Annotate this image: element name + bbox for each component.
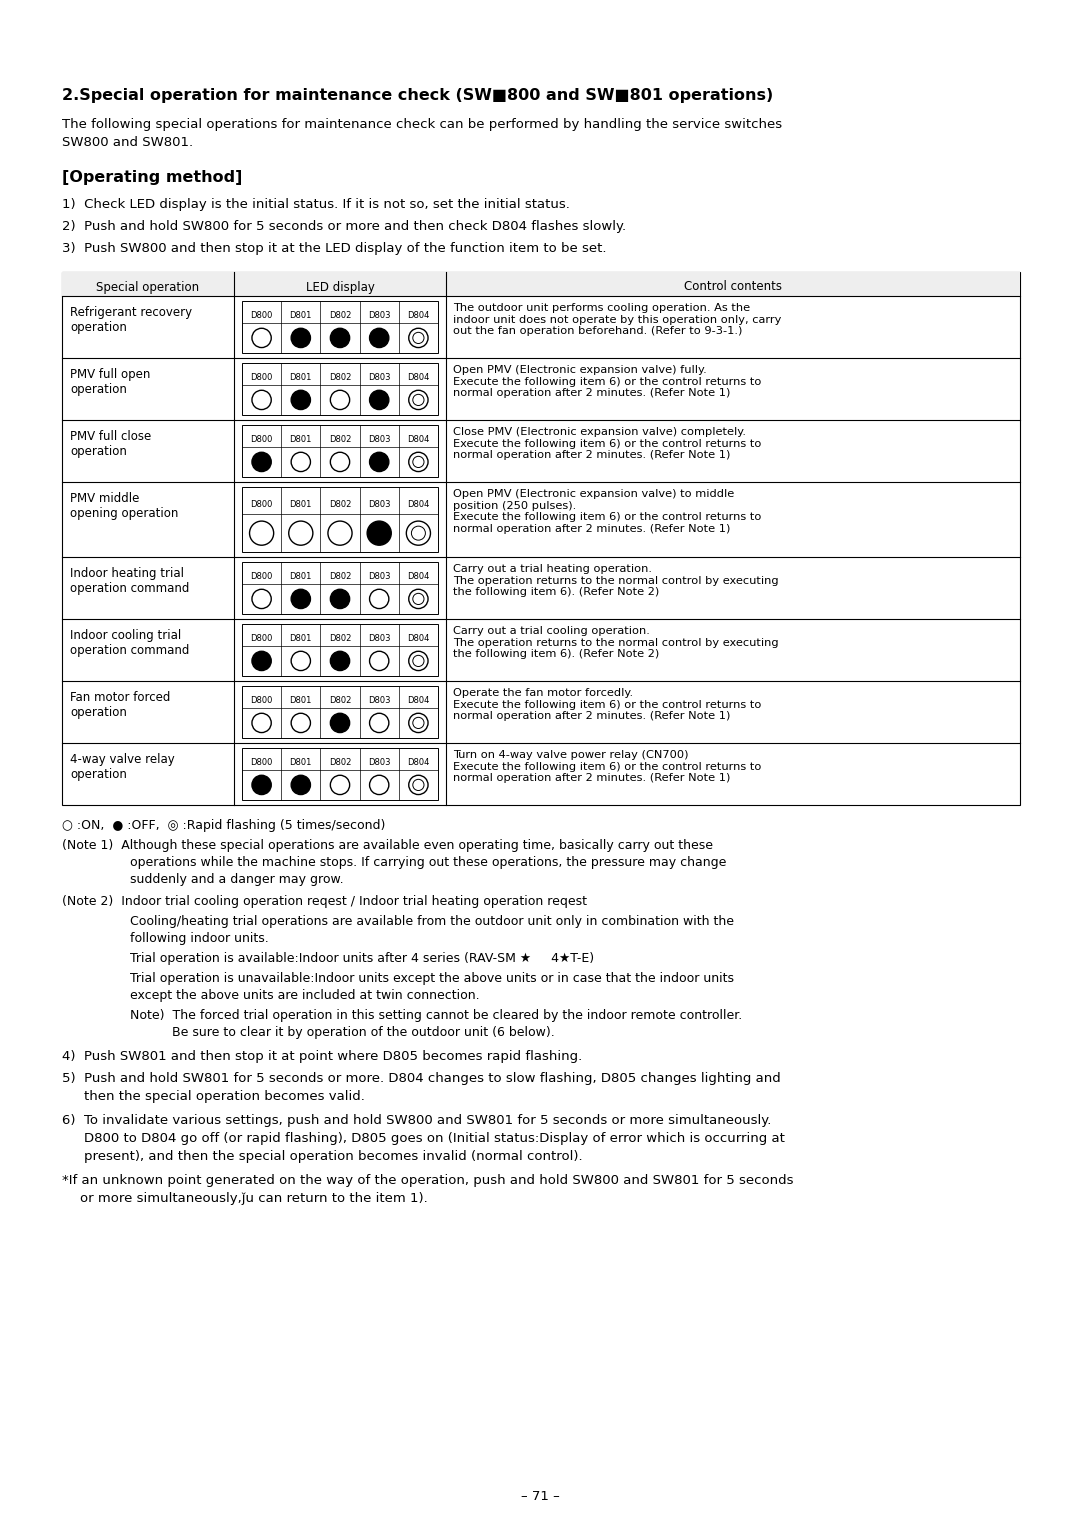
Bar bbox=[242, 487, 438, 551]
Text: PMV full close
operation: PMV full close operation bbox=[70, 431, 151, 458]
Text: D800: D800 bbox=[251, 759, 273, 768]
Circle shape bbox=[406, 521, 431, 545]
Circle shape bbox=[413, 779, 424, 791]
Text: D803: D803 bbox=[368, 312, 391, 321]
Text: D804: D804 bbox=[407, 374, 430, 382]
Text: Be sure to clear it by operation of the outdoor unit (6 below).: Be sure to clear it by operation of the … bbox=[172, 1026, 555, 1038]
Bar bbox=[242, 748, 438, 800]
Bar bbox=[242, 625, 438, 676]
Text: SW800 and SW801.: SW800 and SW801. bbox=[62, 136, 193, 150]
Circle shape bbox=[413, 718, 424, 728]
Circle shape bbox=[408, 328, 428, 348]
Circle shape bbox=[408, 776, 428, 794]
Text: ○ :ON,  ● :OFF,  ◎ :Rapid flashing (5 times/second): ○ :ON, ● :OFF, ◎ :Rapid flashing (5 time… bbox=[62, 818, 386, 832]
Text: D803: D803 bbox=[368, 374, 391, 382]
Text: Trial operation is available:Indoor units after 4 series (RAV-SM ★     4★T-E): Trial operation is available:Indoor unit… bbox=[130, 951, 594, 965]
Circle shape bbox=[330, 391, 350, 409]
Text: D803: D803 bbox=[368, 501, 391, 508]
Text: D800: D800 bbox=[251, 435, 273, 444]
Circle shape bbox=[411, 527, 426, 541]
Text: [Operating method]: [Operating method] bbox=[62, 169, 242, 185]
Bar bbox=[242, 363, 438, 415]
Circle shape bbox=[369, 776, 389, 794]
Text: Open PMV (Electronic expansion valve) to middle
position (250 pulses).
Execute t: Open PMV (Electronic expansion valve) to… bbox=[453, 489, 761, 534]
Text: Open PMV (Electronic expansion valve) fully.
Execute the following item 6) or th: Open PMV (Electronic expansion valve) fu… bbox=[453, 365, 761, 399]
Text: D801: D801 bbox=[289, 573, 312, 582]
Text: D803: D803 bbox=[368, 759, 391, 768]
Text: D800: D800 bbox=[251, 501, 273, 508]
Text: *If an unknown point generated on the way of the operation, push and hold SW800 : *If an unknown point generated on the wa… bbox=[62, 1174, 794, 1186]
Circle shape bbox=[330, 589, 350, 609]
Text: D801: D801 bbox=[289, 759, 312, 768]
Circle shape bbox=[413, 594, 424, 605]
Text: Turn on 4-way valve power relay (CN700)
Execute the following item 6) or the con: Turn on 4-way valve power relay (CN700) … bbox=[453, 750, 761, 783]
Bar bbox=[62, 272, 1020, 805]
Text: Note)  The forced trial operation in this setting cannot be cleared by the indoo: Note) The forced trial operation in this… bbox=[130, 1009, 742, 1022]
Text: D802: D802 bbox=[328, 312, 351, 321]
Circle shape bbox=[328, 521, 352, 545]
Circle shape bbox=[413, 655, 424, 666]
Text: 4-way valve relay
operation: 4-way valve relay operation bbox=[70, 753, 175, 780]
Text: D804: D804 bbox=[407, 696, 430, 705]
Circle shape bbox=[369, 328, 389, 348]
Text: Indoor cooling trial
operation command: Indoor cooling trial operation command bbox=[70, 629, 189, 657]
Text: D804: D804 bbox=[407, 501, 430, 508]
Text: 6)  To invalidate various settings, push and hold SW800 and SW801 for 5 seconds : 6) To invalidate various settings, push … bbox=[62, 1115, 771, 1127]
Circle shape bbox=[252, 391, 271, 409]
Text: except the above units are included at twin connection.: except the above units are included at t… bbox=[130, 989, 480, 1002]
Text: Trial operation is unavailable:Indoor units except the above units or in case th: Trial operation is unavailable:Indoor un… bbox=[130, 973, 734, 985]
Text: D802: D802 bbox=[328, 696, 351, 705]
Circle shape bbox=[330, 452, 350, 472]
Circle shape bbox=[408, 452, 428, 472]
Text: present), and then the special operation becomes invalid (normal control).: present), and then the special operation… bbox=[84, 1150, 582, 1164]
Text: D803: D803 bbox=[368, 435, 391, 444]
Text: – 71 –: – 71 – bbox=[521, 1490, 559, 1503]
Text: Refrigerant recovery
operation: Refrigerant recovery operation bbox=[70, 305, 192, 334]
Circle shape bbox=[249, 521, 273, 545]
Text: D802: D802 bbox=[328, 634, 351, 643]
Text: Close PMV (Electronic expansion valve) completely.
Execute the following item 6): Close PMV (Electronic expansion valve) c… bbox=[453, 428, 761, 460]
Text: The outdoor unit performs cooling operation. As the
indoor unit does not operate: The outdoor unit performs cooling operat… bbox=[453, 302, 781, 336]
Text: Fan motor forced
operation: Fan motor forced operation bbox=[70, 692, 171, 719]
Circle shape bbox=[369, 652, 389, 670]
Bar bbox=[242, 301, 438, 353]
Text: D802: D802 bbox=[328, 573, 351, 582]
Circle shape bbox=[413, 394, 424, 406]
Circle shape bbox=[330, 328, 350, 348]
Text: D800: D800 bbox=[251, 573, 273, 582]
Text: 2)  Push and hold SW800 for 5 seconds or more and then check D804 flashes slowly: 2) Push and hold SW800 for 5 seconds or … bbox=[62, 220, 626, 234]
Text: or more simultaneously,ǰu can return to the item 1).: or more simultaneously,ǰu can return to … bbox=[80, 1193, 428, 1205]
Text: Control contents: Control contents bbox=[684, 281, 782, 293]
Bar bbox=[62, 272, 1020, 296]
Circle shape bbox=[288, 521, 313, 545]
Circle shape bbox=[369, 589, 389, 609]
Text: D801: D801 bbox=[289, 374, 312, 382]
Circle shape bbox=[369, 391, 389, 409]
Text: D804: D804 bbox=[407, 634, 430, 643]
Circle shape bbox=[252, 776, 271, 794]
Circle shape bbox=[292, 776, 310, 794]
Circle shape bbox=[292, 452, 310, 472]
Circle shape bbox=[252, 328, 271, 348]
Circle shape bbox=[369, 713, 389, 733]
Text: (Note 2)  Indoor trial cooling operation reqest / Indoor trial heating operation: (Note 2) Indoor trial cooling operation … bbox=[62, 895, 588, 909]
Circle shape bbox=[408, 589, 428, 609]
Bar bbox=[242, 425, 438, 476]
Text: (Note 1)  Although these special operations are available even operating time, b: (Note 1) Although these special operatio… bbox=[62, 838, 713, 852]
Text: then the special operation becomes valid.: then the special operation becomes valid… bbox=[84, 1090, 365, 1102]
Text: D804: D804 bbox=[407, 759, 430, 768]
Text: D803: D803 bbox=[368, 696, 391, 705]
Text: LED display: LED display bbox=[306, 281, 375, 293]
Text: D801: D801 bbox=[289, 634, 312, 643]
Circle shape bbox=[330, 776, 350, 794]
Circle shape bbox=[292, 391, 310, 409]
Text: 2.Special operation for maintenance check (SW■800 and SW■801 operations): 2.Special operation for maintenance chec… bbox=[62, 89, 773, 102]
Text: D804: D804 bbox=[407, 435, 430, 444]
Circle shape bbox=[252, 652, 271, 670]
Circle shape bbox=[292, 589, 310, 609]
Text: 5)  Push and hold SW801 for 5 seconds or more. D804 changes to slow flashing, D8: 5) Push and hold SW801 for 5 seconds or … bbox=[62, 1072, 781, 1086]
Text: 4)  Push SW801 and then stop it at point where D805 becomes rapid flashing.: 4) Push SW801 and then stop it at point … bbox=[62, 1051, 582, 1063]
Text: 1)  Check LED display is the initial status. If it is not so, set the initial st: 1) Check LED display is the initial stat… bbox=[62, 199, 570, 211]
Text: D801: D801 bbox=[289, 696, 312, 705]
Circle shape bbox=[252, 452, 271, 472]
